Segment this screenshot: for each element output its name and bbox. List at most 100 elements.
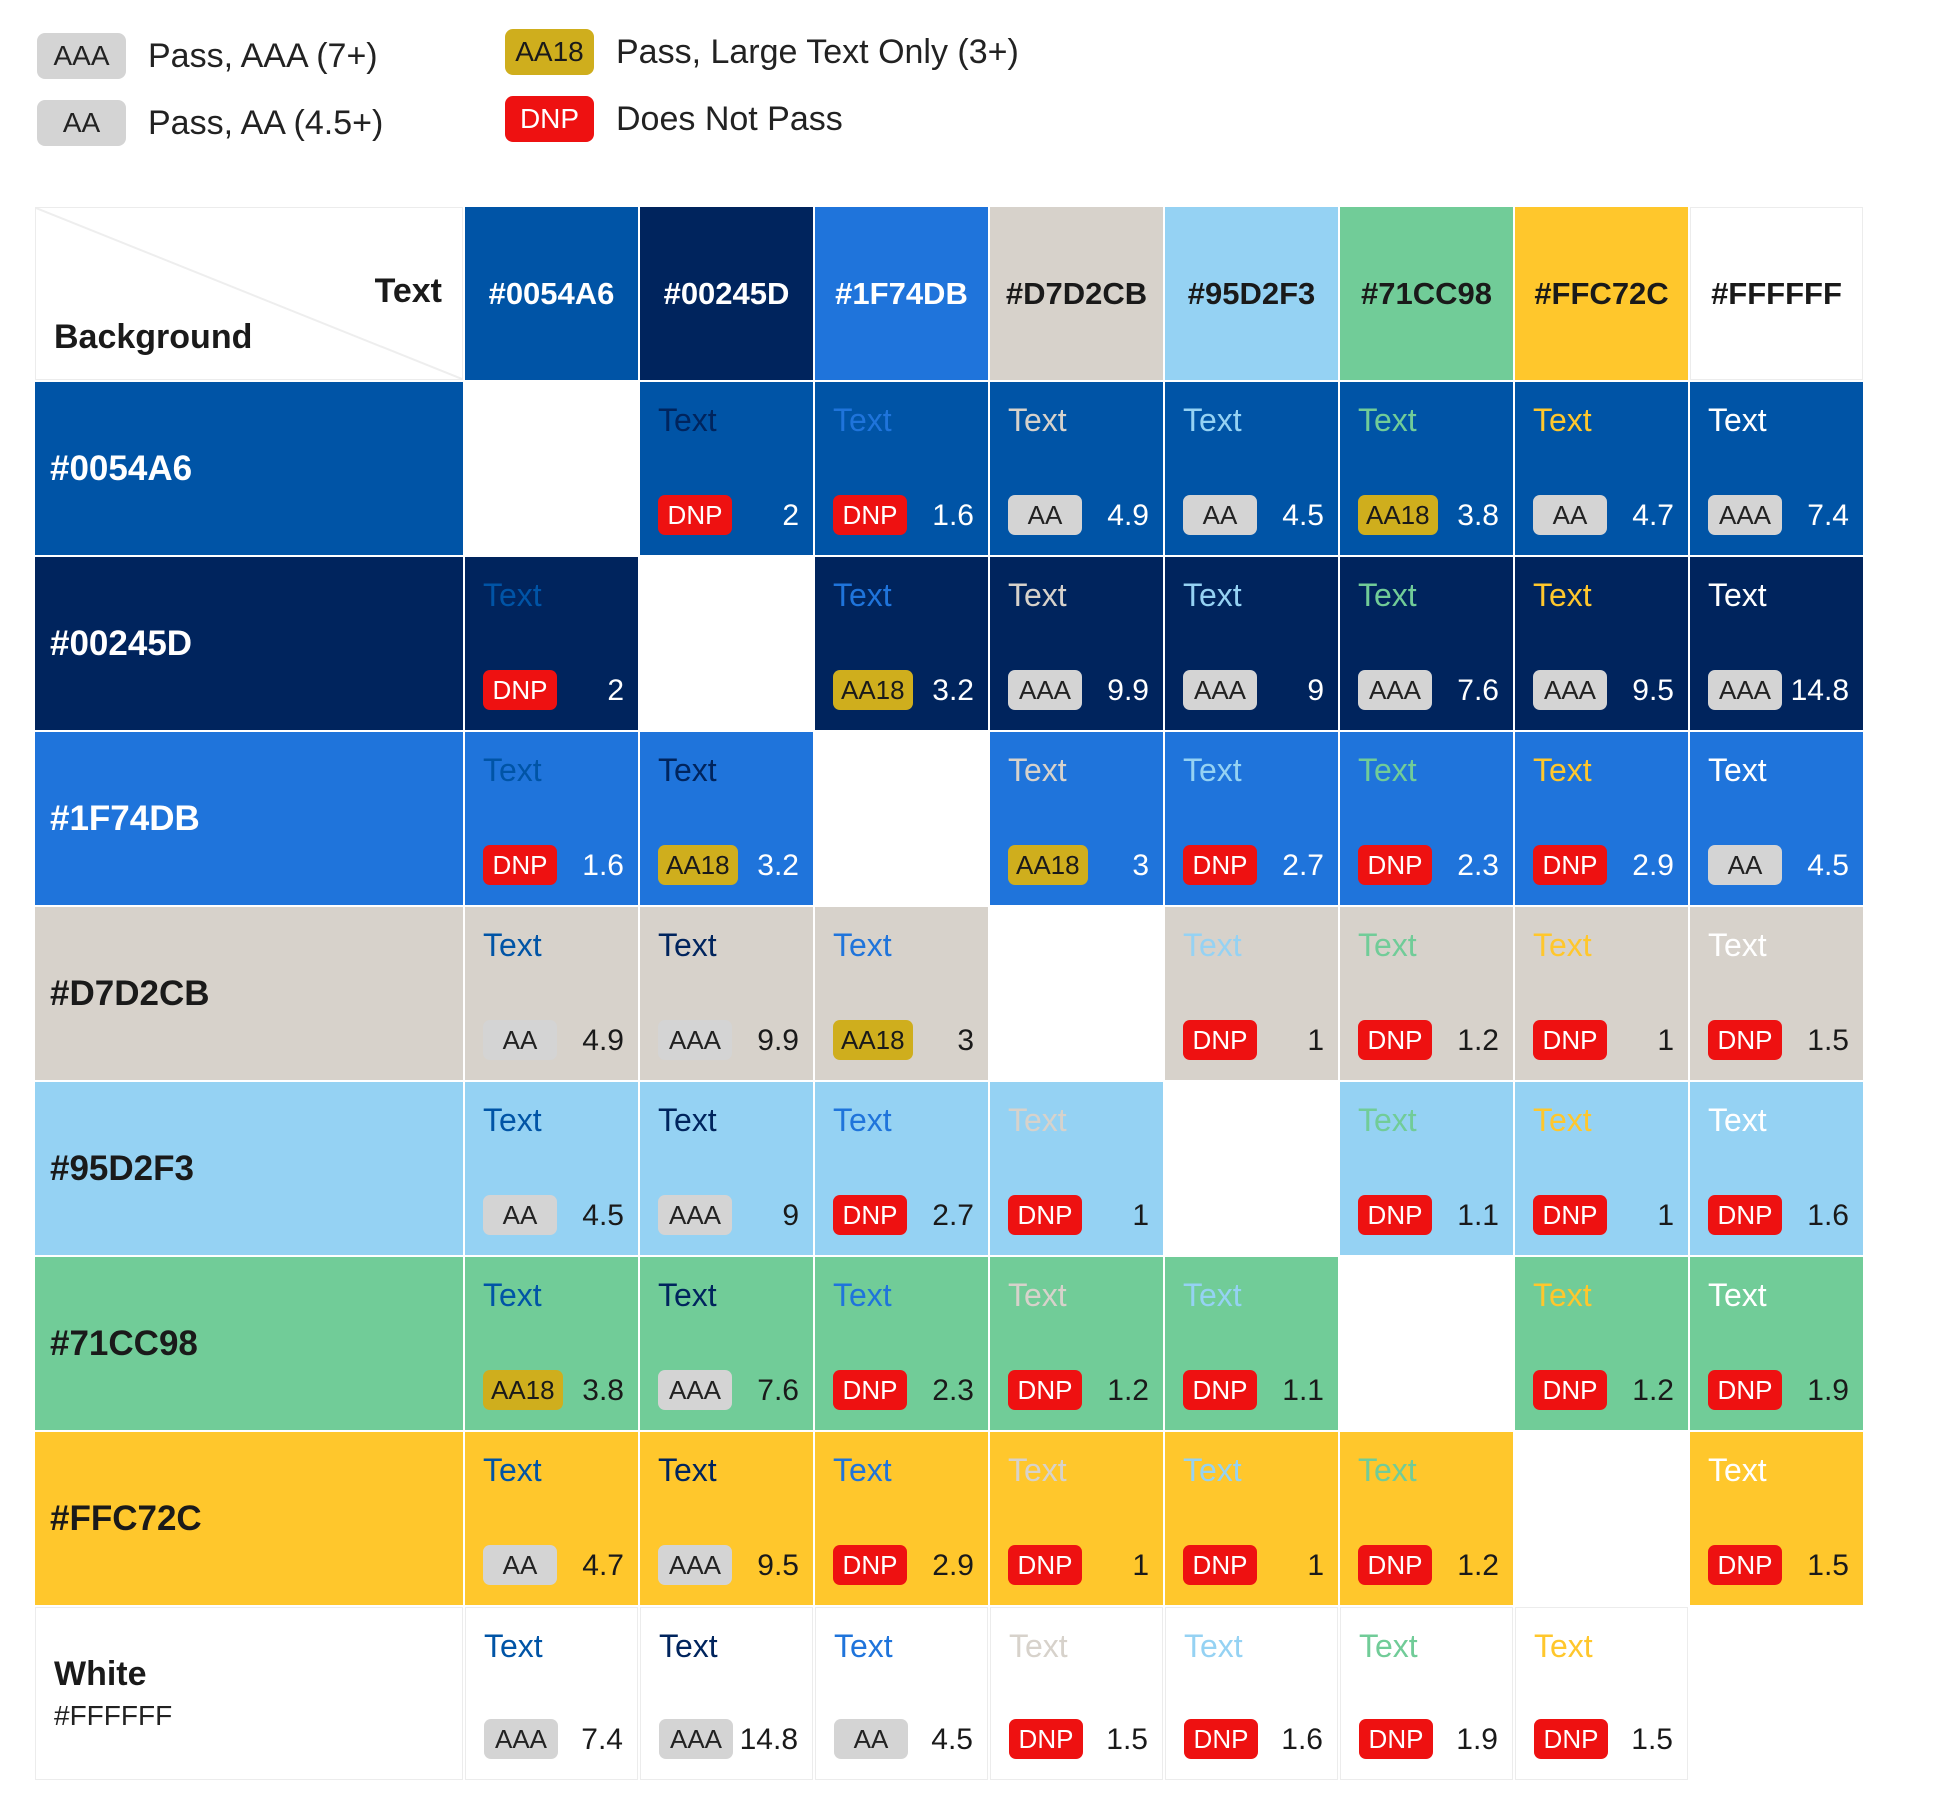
- sample-text: Text: [483, 1102, 542, 1138]
- rating-badge: AA18: [658, 845, 738, 885]
- sample-text: Text: [1358, 402, 1417, 438]
- rating-badge: AAA: [1708, 495, 1782, 535]
- contrast-ratio: 1.6: [932, 499, 974, 532]
- rating-badge: AA18: [1358, 495, 1438, 535]
- rating-badge: DNP: [1358, 1195, 1432, 1235]
- rating-badge: AA: [1183, 495, 1257, 535]
- legend-item-aaa: AAA Pass, AAA (7+): [37, 32, 378, 80]
- sample-text: Text: [1708, 752, 1767, 788]
- diagonal-blank-cell: [1165, 1082, 1338, 1255]
- sample-text: Text: [1008, 402, 1067, 438]
- sample-text: Text: [833, 402, 892, 438]
- legend: AAA Pass, AAA (7+) AA Pass, AA (4.5+) AA…: [0, 0, 1950, 170]
- sample-text: Text: [1008, 1277, 1067, 1313]
- sample-text: Text: [658, 752, 717, 788]
- sample-text: Text: [483, 577, 542, 613]
- contrast-cell: Text AAA 9.5: [640, 1432, 813, 1605]
- contrast-ratio: 2.7: [1282, 849, 1324, 882]
- rating-badge: DNP: [483, 670, 557, 710]
- contrast-ratio: 1.6: [1281, 1723, 1323, 1756]
- contrast-matrix: Text Background #0054A6 #00245D #1F74DB #D7…: [35, 207, 1863, 1780]
- contrast-cell: Text AA18 3.8: [1340, 382, 1513, 555]
- contrast-cell: Text DNP 1.5: [1690, 1432, 1863, 1605]
- rating-badge: DNP: [1533, 845, 1607, 885]
- contrast-ratio: 1.1: [1457, 1199, 1499, 1232]
- contrast-cell: Text AA 4.5: [815, 1607, 988, 1780]
- column-header-0054a6: #0054A6: [465, 207, 638, 380]
- sample-text: Text: [1358, 927, 1417, 963]
- contrast-ratio: 4.7: [1632, 499, 1674, 532]
- sample-text: Text: [1708, 577, 1767, 613]
- legend-badge-aa: AA: [37, 100, 126, 146]
- contrast-cell: Text AAA 7.6: [640, 1257, 813, 1430]
- rating-badge: AA18: [833, 670, 913, 710]
- rating-badge: DNP: [1533, 1020, 1607, 1060]
- contrast-cell: Text DNP 1.9: [1690, 1257, 1863, 1430]
- rating-badge: DNP: [1358, 1545, 1432, 1585]
- contrast-cell: Text AA 4.5: [1165, 382, 1338, 555]
- contrast-ratio: 9.9: [1107, 674, 1149, 707]
- rating-badge: AAA: [1533, 670, 1607, 710]
- sample-text: Text: [1183, 1452, 1242, 1488]
- rating-badge: DNP: [1183, 1545, 1257, 1585]
- row-header-hex: #FFFFFF: [54, 1700, 173, 1731]
- sample-text: Text: [834, 1628, 893, 1664]
- contrast-ratio: 7.6: [757, 1374, 799, 1407]
- contrast-ratio: 9.5: [757, 1549, 799, 1582]
- diagonal-blank-cell: [640, 557, 813, 730]
- contrast-ratio: 9: [1307, 674, 1324, 707]
- rating-badge: DNP: [833, 495, 907, 535]
- sample-text: Text: [833, 1452, 892, 1488]
- contrast-cell: Text AA 4.5: [465, 1082, 638, 1255]
- legend-text-aa: Pass, AA (4.5+): [148, 103, 384, 142]
- contrast-cell: Text AAA 9.5: [1515, 557, 1688, 730]
- rating-badge: AA: [483, 1545, 557, 1585]
- sample-text: Text: [1183, 1277, 1242, 1313]
- contrast-ratio: 1.6: [582, 849, 624, 882]
- rating-badge: DNP: [833, 1195, 907, 1235]
- contrast-cell: Text DNP 1: [1165, 907, 1338, 1080]
- rating-badge: DNP: [1183, 1020, 1257, 1060]
- rating-badge: AA: [1008, 495, 1082, 535]
- contrast-cell: Text AAA 9.9: [990, 557, 1163, 730]
- legend-item-aa: AA Pass, AA (4.5+): [37, 99, 383, 147]
- contrast-cell: Text AA18 3.2: [815, 557, 988, 730]
- contrast-ratio: 3: [957, 1024, 974, 1057]
- contrast-cell: Text AAA 7.6: [1340, 557, 1513, 730]
- sample-text: Text: [1009, 1628, 1068, 1664]
- rating-badge: AAA: [1183, 670, 1257, 710]
- contrast-cell: Text AA 4.9: [465, 907, 638, 1080]
- rating-badge: DNP: [1358, 845, 1432, 885]
- sample-text: Text: [1708, 1102, 1767, 1138]
- rating-badge: AA: [834, 1719, 908, 1759]
- sample-text: Text: [1183, 577, 1242, 613]
- sample-text: Text: [1708, 402, 1767, 438]
- contrast-ratio: 4.7: [582, 1549, 624, 1582]
- contrast-cell: Text DNP 1: [990, 1432, 1163, 1605]
- column-header-1f74db: #1F74DB: [815, 207, 988, 380]
- contrast-ratio: 2.3: [932, 1374, 974, 1407]
- sample-text: Text: [658, 1102, 717, 1138]
- rating-badge: AA18: [1008, 845, 1088, 885]
- legend-text-dnp: Does Not Pass: [616, 99, 843, 138]
- contrast-ratio: 1: [1307, 1549, 1324, 1582]
- rating-badge: DNP: [1708, 1370, 1782, 1410]
- row-header-d7d2cb: #D7D2CB: [35, 907, 463, 1080]
- sample-text: Text: [833, 1277, 892, 1313]
- corner-background-label: Background: [54, 318, 253, 356]
- contrast-cell: Text DNP 1.2: [1340, 1432, 1513, 1605]
- legend-item-dnp: DNP Does Not Pass: [505, 95, 843, 143]
- contrast-cell: Text AAA 14.8: [1690, 557, 1863, 730]
- row-header-ffffff: White #FFFFFF: [35, 1607, 463, 1780]
- matrix-corner: Text Background: [35, 207, 463, 380]
- rating-badge: DNP: [1358, 1020, 1432, 1060]
- contrast-cell: Text DNP 2.3: [815, 1257, 988, 1430]
- sample-text: Text: [833, 927, 892, 963]
- contrast-ratio: 1.1: [1282, 1374, 1324, 1407]
- contrast-cell: Text DNP 2.3: [1340, 732, 1513, 905]
- contrast-cell: Text DNP 1.1: [1340, 1082, 1513, 1255]
- contrast-ratio: 1.6: [1807, 1199, 1849, 1232]
- rating-badge: AAA: [484, 1719, 558, 1759]
- contrast-cell: Text AAA 9: [640, 1082, 813, 1255]
- column-header-71cc98: #71CC98: [1340, 207, 1513, 380]
